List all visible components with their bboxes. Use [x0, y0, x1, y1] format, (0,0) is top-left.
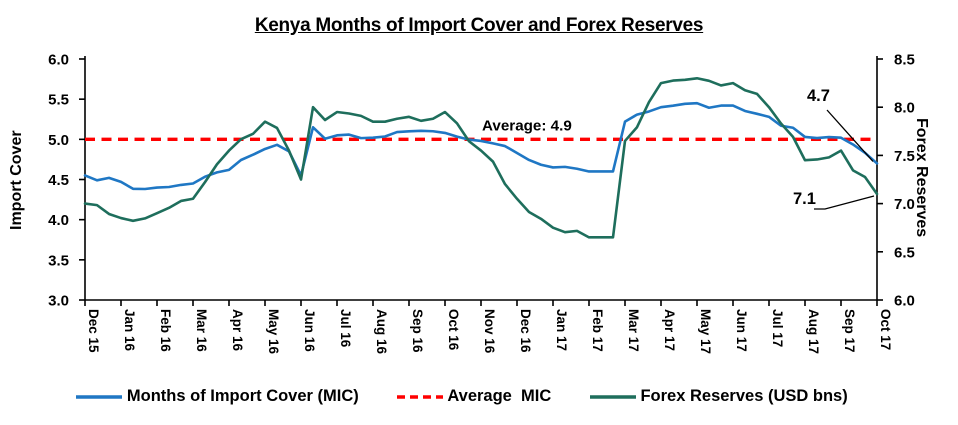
- svg-text:3.0: 3.0: [48, 293, 69, 310]
- svg-text:Sep 16: Sep 16: [410, 309, 425, 353]
- svg-text:Aug 16: Aug 16: [374, 309, 389, 355]
- svg-text:Oct 16: Oct 16: [446, 309, 461, 351]
- svg-text:Average: 4.9: Average: 4.9: [482, 117, 572, 134]
- svg-text:Mar 16: Mar 16: [194, 309, 209, 352]
- svg-text:Oct 17: Oct 17: [878, 309, 893, 350]
- svg-text:6.0: 6.0: [894, 293, 915, 310]
- svg-text:Jan 17: Jan 17: [554, 309, 569, 351]
- svg-text:7.1: 7.1: [793, 190, 816, 208]
- svg-text:Jun 17: Jun 17: [734, 309, 749, 352]
- svg-text:6.5: 6.5: [894, 244, 915, 261]
- svg-text:4.0: 4.0: [48, 212, 69, 229]
- svg-text:Jul 17: Jul 17: [770, 309, 785, 347]
- svg-text:May 16: May 16: [266, 309, 281, 355]
- svg-text:6.0: 6.0: [48, 52, 69, 69]
- svg-text:Nov 16: Nov 16: [482, 309, 497, 354]
- svg-text:Aug 17: Aug 17: [806, 309, 821, 354]
- svg-text:5.5: 5.5: [48, 92, 69, 109]
- svg-text:4.5: 4.5: [48, 172, 69, 189]
- svg-text:Jul 16: Jul 16: [338, 309, 353, 348]
- svg-text:Feb 16: Feb 16: [158, 309, 173, 352]
- svg-text:Dec 16: Dec 16: [518, 309, 533, 353]
- svg-text:Feb 17: Feb 17: [590, 309, 605, 352]
- svg-text:3.5: 3.5: [48, 252, 69, 269]
- svg-text:Dec 15: Dec 15: [86, 309, 101, 353]
- svg-text:Mar 17: Mar 17: [626, 309, 641, 352]
- svg-text:Sep 17: Sep 17: [842, 309, 857, 353]
- svg-text:8.5: 8.5: [894, 52, 915, 69]
- svg-text:Apr 16: Apr 16: [230, 309, 245, 352]
- svg-text:5.0: 5.0: [48, 132, 69, 149]
- svg-text:Apr 17: Apr 17: [662, 309, 677, 351]
- svg-text:4.7: 4.7: [807, 87, 830, 105]
- svg-text:8.0: 8.0: [894, 100, 915, 117]
- svg-text:Jan 16: Jan 16: [122, 309, 137, 352]
- svg-text:May 17: May 17: [698, 309, 713, 354]
- svg-text:Jun 16: Jun 16: [302, 309, 317, 352]
